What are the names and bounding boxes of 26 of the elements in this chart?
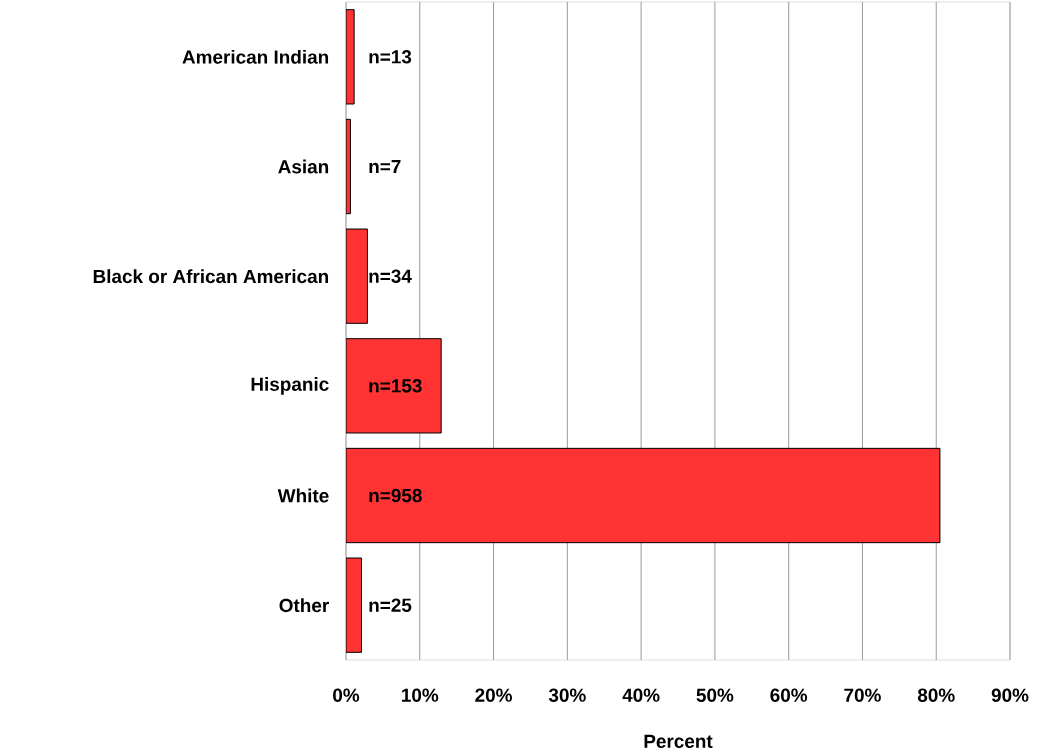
x-tick-label: 40% (622, 688, 660, 702)
x-tick-label: 80% (917, 688, 955, 702)
annotation: n=25 (369, 598, 412, 612)
x-tick-label: 20% (475, 688, 512, 702)
y-tick-label: Hispanic (251, 377, 329, 395)
annotation: n=13 (369, 50, 412, 64)
x-tick-label: 90% (991, 688, 1029, 702)
annotation: n=7 (369, 160, 401, 174)
y-tick-label: White (277, 488, 329, 503)
annotation: n=153 (369, 379, 422, 393)
bar (346, 338, 442, 434)
x-tick-label: 60% (770, 688, 808, 702)
y-tick-label: Black or African American (93, 269, 329, 284)
y-tick-label: Other (279, 598, 329, 613)
annotation: n=34 (369, 269, 412, 283)
bar (346, 447, 941, 544)
annotation: n=958 (369, 488, 422, 503)
x-tick-label: 30% (548, 688, 586, 702)
x-tick-label: 70% (844, 688, 881, 702)
y-tick-label: American Indian (182, 49, 329, 64)
x-tick-label: 0% (333, 688, 360, 702)
x-tick-label: 10% (402, 688, 439, 702)
x-tick-label: 50% (696, 688, 734, 702)
x-axis-title: Percent (644, 734, 713, 748)
bar (346, 228, 368, 324)
y-tick-label: Asian (278, 159, 329, 174)
